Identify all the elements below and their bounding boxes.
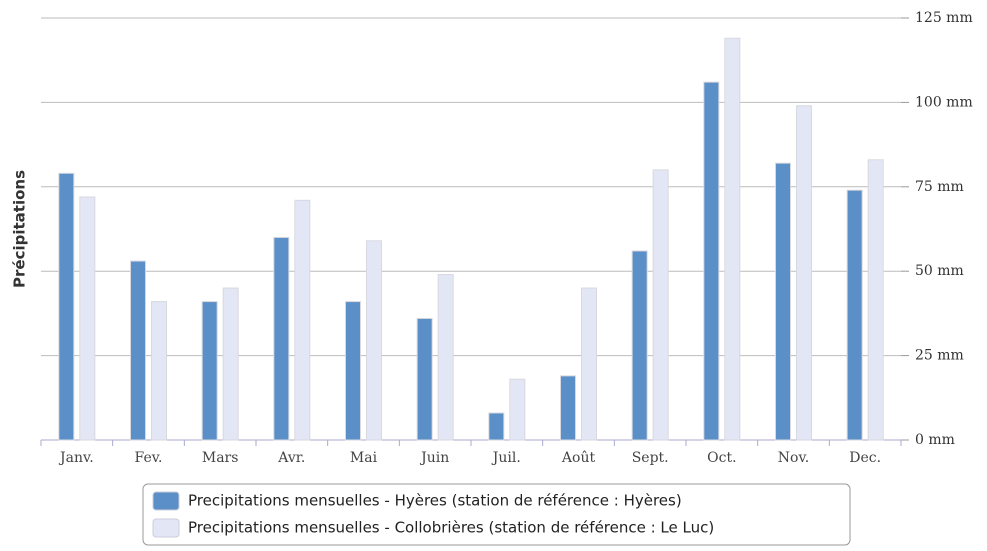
legend-label: Precipitations mensuelles - Collobrières… <box>188 519 714 537</box>
x-tick-label: Oct. <box>707 450 736 466</box>
x-tick-label: Fev. <box>135 450 163 466</box>
bar <box>366 240 382 441</box>
legend-swatch <box>152 491 180 511</box>
bar <box>294 199 311 441</box>
x-tick-label: Janv. <box>58 450 94 466</box>
bar <box>201 301 218 441</box>
bar <box>724 37 741 441</box>
bar <box>437 274 454 441</box>
bar <box>488 412 505 441</box>
bar <box>345 301 361 441</box>
bar <box>581 287 597 441</box>
bar <box>273 236 290 441</box>
x-tick-label: Août <box>561 450 596 466</box>
y-axis-title: Précipitations <box>11 170 29 288</box>
y-tick-label: 0 mm <box>915 432 955 448</box>
bar <box>58 172 75 441</box>
x-tick-label: Mars <box>202 450 239 466</box>
bar <box>416 317 433 441</box>
bar <box>796 105 812 441</box>
bar <box>703 81 720 441</box>
x-tick-label: Nov. <box>778 450 809 466</box>
y-tick-label: 100 mm <box>915 94 973 110</box>
x-tick-label: Juin <box>419 450 449 466</box>
bar <box>867 159 884 441</box>
bar <box>130 260 146 441</box>
x-tick-label: Avr. <box>277 450 305 466</box>
y-tick-label: 125 mm <box>915 10 973 26</box>
y-tick-label: 75 mm <box>915 179 964 195</box>
bar <box>652 169 669 441</box>
x-tick-label: Sept. <box>632 450 669 466</box>
y-tick-label: 25 mm <box>915 348 964 364</box>
legend-box <box>142 483 851 546</box>
bar <box>631 250 648 441</box>
bar <box>151 301 167 441</box>
legend-label: Precipitations mensuelles - Hyères (stat… <box>188 492 682 510</box>
x-tick-label: Juil. <box>491 450 521 466</box>
legend-swatch <box>152 518 180 538</box>
x-tick-label: Mai <box>350 450 378 466</box>
bar <box>222 287 239 441</box>
bar <box>775 162 791 441</box>
bar <box>846 189 863 441</box>
x-tick-label: Dec. <box>849 450 881 466</box>
y-tick-label: 50 mm <box>915 263 964 279</box>
bar <box>79 196 96 441</box>
bar <box>509 378 526 441</box>
bar <box>560 375 576 441</box>
